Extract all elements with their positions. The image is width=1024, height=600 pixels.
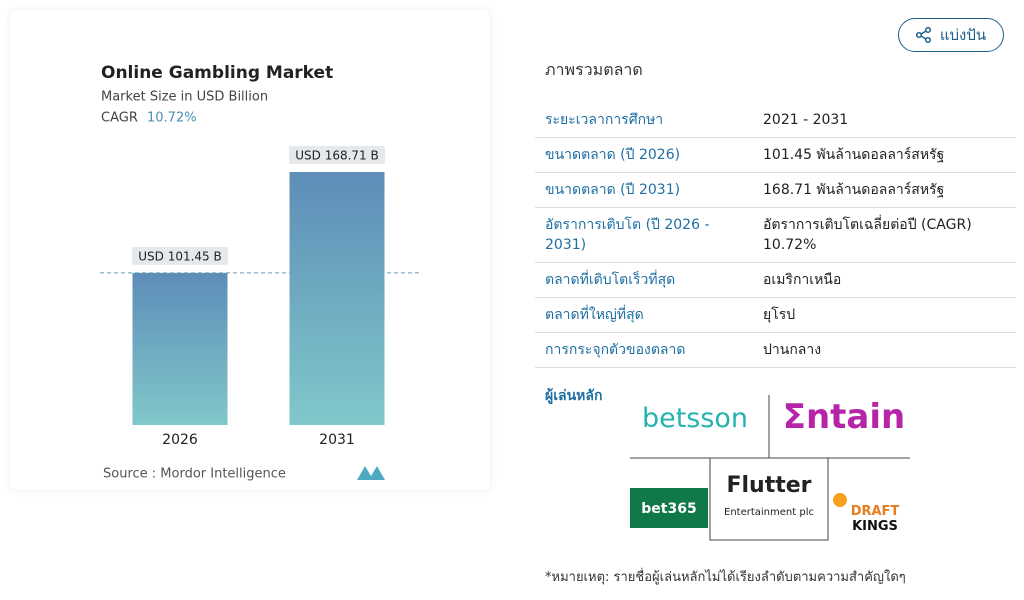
value-label-box	[289, 146, 385, 164]
row-value: 168.71 พันล้านดอลลาร์สหรัฐ	[753, 172, 1016, 208]
logo-entain: Σntain	[783, 397, 906, 437]
overview-row: ตลาดที่ใหญ่ที่สุด ยุโรป	[535, 297, 1016, 333]
row-value: 101.45 พันล้านดอลลาร์สหรัฐ	[753, 137, 1016, 173]
cagr-value: 10.72%	[147, 111, 197, 126]
row-value: ยุโรป	[753, 297, 1016, 333]
row-value: อเมริกาเหนือ	[753, 262, 1016, 298]
logo-betsson: betsson	[642, 403, 748, 434]
value-label: USD 168.71 B	[295, 149, 379, 163]
chart-title: Online Gambling Market	[101, 63, 333, 83]
chart-subtitle: Market Size in USD Billion	[101, 90, 268, 105]
overview-row: ตลาดที่เติบโตเร็วที่สุด อเมริกาเหนือ	[535, 262, 1016, 298]
overview-table: ระยะเวลาการศึกษา 2021 - 2031 ขนาดตลาด (ปี …	[535, 103, 1016, 368]
row-key: การกระจุกตัวของตลาด	[535, 332, 753, 368]
player-logos: betsson Σntain bet365 Flutter Entertainm…	[630, 395, 910, 541]
value-label-box	[132, 246, 228, 265]
logo-flutter: Flutter	[726, 473, 811, 498]
key-players-title: ผู้เล่นหลัก	[545, 388, 603, 404]
chart-card: Online Gambling Market Market Size in US…	[10, 10, 490, 490]
logo-flutter-sub: Entertainment plc	[724, 507, 814, 518]
row-key: อัตราการเติบโต (ปี 2026 - 2031)	[535, 207, 753, 263]
logo-draftkings-2: KINGS	[852, 519, 898, 534]
bar	[289, 172, 385, 425]
row-key: ขนาดตลาด (ปี 2026)	[535, 137, 753, 173]
bar	[132, 272, 228, 425]
share-button[interactable]: แบ่งปัน	[898, 18, 1004, 52]
value-label: USD 101.45 B	[138, 249, 222, 263]
overview-row: การกระจุกตัวของตลาด ปานกลาง	[535, 332, 1016, 368]
share-label: แบ่งปัน	[939, 26, 987, 44]
chart: Online Gambling Market Market Size in US…	[100, 63, 420, 482]
cagr-label: CAGR	[101, 111, 138, 126]
row-key: ตลาดที่เติบโตเร็วที่สุด	[535, 262, 753, 298]
x-tick-label: 2026	[162, 432, 198, 448]
row-value: 2021 - 2031	[753, 103, 1016, 138]
row-key: ระยะเวลาการศึกษา	[535, 103, 753, 138]
overview-row: ขนาดตลาด (ปี 2031) 168.71 พันล้านดอลลาร์ส…	[535, 172, 1016, 208]
logo-bet365: bet365	[641, 501, 696, 517]
row-value: อัตราการเติบโตเฉลี่ยต่อปี (CAGR) 10.72%	[753, 207, 1016, 263]
overview-row: ขนาดตลาด (ปี 2026) 101.45 พันล้านดอลลาร์ส…	[535, 137, 1016, 173]
row-key: ขนาดตลาด (ปี 2031)	[535, 172, 753, 208]
overview-title: ภาพรวมตลาด	[545, 60, 643, 79]
x-tick-label: 2031	[319, 432, 355, 448]
note: *หมายเหตุ: รายชื่อผู้เล่นหลักไม่ได้เรียง…	[545, 570, 906, 585]
overview-row: อัตราการเติบโต (ปี 2026 - 2031) อัตราการเ…	[535, 207, 1016, 263]
overview-row: ระยะเวลาการศึกษา 2021 - 2031	[535, 103, 1016, 138]
source: Source : Mordor Intelligence	[103, 467, 286, 482]
row-value: ปานกลาง	[753, 332, 1016, 368]
logo-draftkings-1: DRAFT	[851, 504, 900, 519]
row-key: ตลาดที่ใหญ่ที่สุด	[535, 297, 753, 333]
logo	[357, 466, 385, 480]
share-icon	[915, 27, 931, 43]
